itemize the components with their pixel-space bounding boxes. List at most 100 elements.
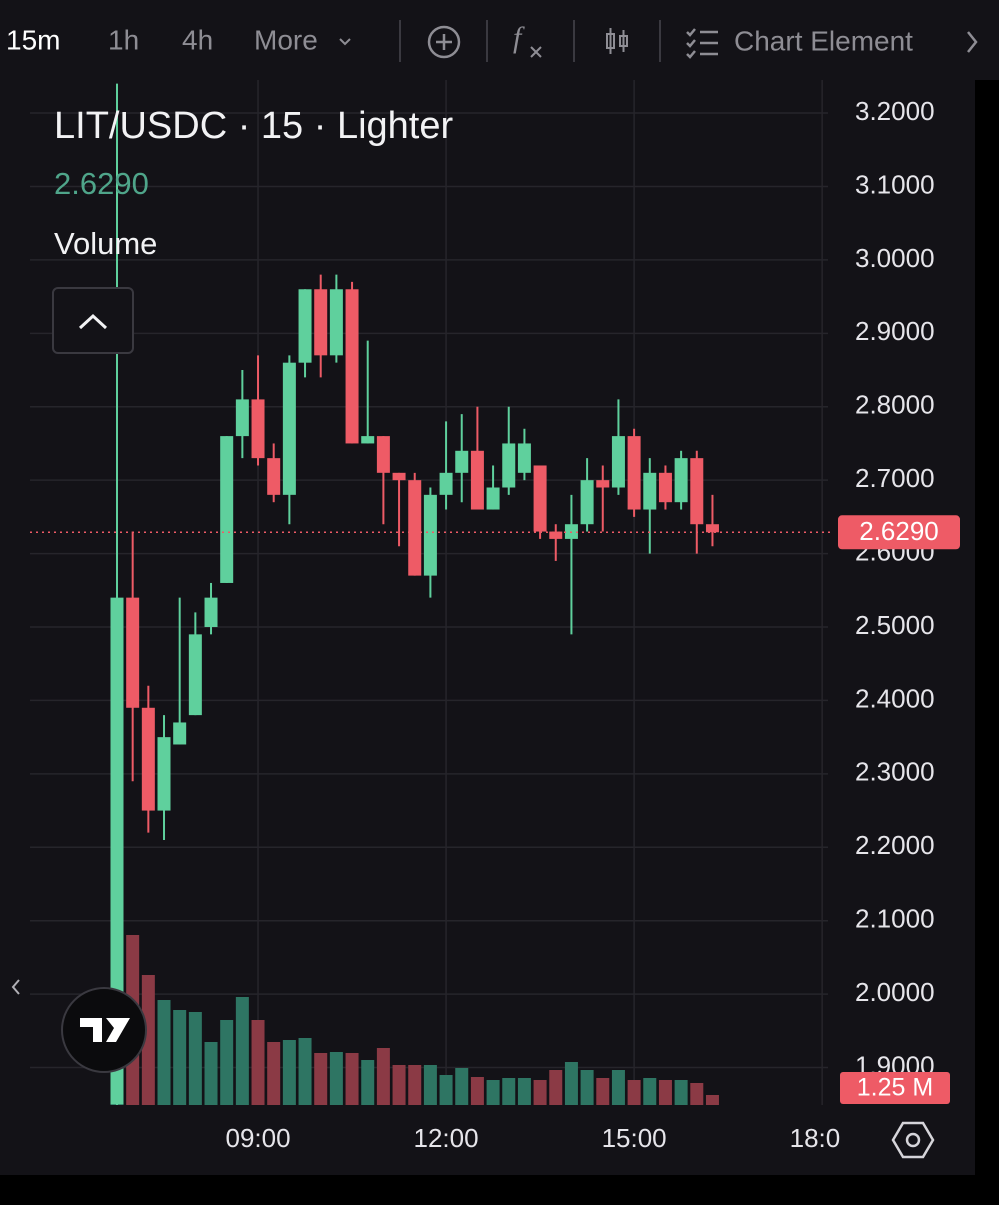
candle-body xyxy=(596,480,610,488)
y-tick-label: 2.0000 xyxy=(855,977,935,1007)
y-tick-label: 3.0000 xyxy=(855,243,935,273)
volume-bar xyxy=(361,1060,375,1105)
volume-bar xyxy=(392,1065,406,1105)
candle-body xyxy=(486,487,500,510)
chevron xyxy=(339,38,351,46)
candle-body xyxy=(220,436,234,583)
settings-icon[interactable] xyxy=(891,1121,935,1159)
collapse-button[interactable] xyxy=(52,287,134,354)
volume-bar xyxy=(188,1012,202,1105)
scroll-left[interactable] xyxy=(11,979,20,995)
y-tick-label: 2.4000 xyxy=(855,683,935,713)
volume-bar xyxy=(251,1020,265,1105)
interval[interactable]: 15m xyxy=(6,24,60,55)
x-tick-label: 15:00 xyxy=(602,1123,667,1153)
plus xyxy=(436,34,452,50)
volume-bar xyxy=(345,1053,359,1105)
x xyxy=(530,46,542,58)
volume-bar xyxy=(141,975,155,1105)
volume-bar xyxy=(643,1078,657,1105)
candle-body xyxy=(251,399,265,459)
last-price: 2.6290 xyxy=(54,166,149,201)
add-icon[interactable] xyxy=(427,25,461,59)
price-tag-label: 2.6290 xyxy=(859,516,939,546)
candle-body xyxy=(674,458,688,503)
volume-bar xyxy=(329,1052,343,1105)
volume-bar xyxy=(705,1095,719,1105)
candle-body xyxy=(329,289,343,356)
volume-bar xyxy=(517,1078,531,1105)
candle-body xyxy=(627,436,641,510)
candle-body xyxy=(282,362,296,495)
axes: 1.90002.00002.10002.20002.30002.40002.50… xyxy=(225,96,960,1153)
volume-bar xyxy=(204,1042,218,1105)
volume-bar xyxy=(455,1068,469,1105)
candle-body xyxy=(110,597,124,1105)
y-tick-label: 2.1000 xyxy=(855,904,935,934)
candle-body xyxy=(658,472,672,503)
logo-mark xyxy=(80,1018,130,1042)
volume-bar xyxy=(549,1070,563,1105)
candle-body xyxy=(188,634,202,716)
candle-body xyxy=(361,436,375,444)
volume-bar xyxy=(580,1070,594,1105)
volume-bar xyxy=(486,1080,500,1105)
y-tick-label: 3.2000 xyxy=(855,96,935,126)
candle-body xyxy=(643,472,657,510)
volume-bar xyxy=(376,1048,390,1105)
volume-bar xyxy=(423,1065,437,1105)
elements-icon xyxy=(686,28,718,59)
y-tick-label: 2.5000 xyxy=(855,610,935,640)
candle-body xyxy=(408,480,422,576)
y-tick-label: 2.8000 xyxy=(855,390,935,420)
y-tick-label: 2.3000 xyxy=(855,757,935,787)
price-tag xyxy=(838,515,960,550)
y-tick-label: 2.7000 xyxy=(855,463,935,493)
interval[interactable]: 4h xyxy=(182,24,213,55)
scroll-right[interactable] xyxy=(967,31,978,53)
volume-bar xyxy=(220,1020,234,1105)
volume-bar xyxy=(267,1042,281,1105)
volume-bar xyxy=(439,1075,453,1105)
fade xyxy=(945,0,999,80)
logo[interactable] xyxy=(61,987,147,1073)
candle-body xyxy=(705,524,719,533)
volume-bar xyxy=(690,1083,704,1105)
candle-body xyxy=(517,443,531,473)
candles-icon[interactable] xyxy=(606,28,628,54)
more-button[interactable]: More xyxy=(254,24,318,55)
chart-elements-button[interactable]: Chart Element xyxy=(734,25,913,56)
candle-body xyxy=(314,289,328,356)
candle-body xyxy=(235,399,249,437)
volume-bar xyxy=(298,1038,312,1105)
volume-tag-label: 1.25 M xyxy=(857,1074,933,1102)
candle-body xyxy=(549,531,563,539)
interval[interactable]: 1h xyxy=(108,24,139,55)
volume-bar xyxy=(564,1062,578,1105)
background xyxy=(0,0,975,1175)
volume-bar xyxy=(157,1000,171,1105)
volume-bar xyxy=(658,1080,672,1105)
volume-bar xyxy=(533,1080,547,1105)
candle-body xyxy=(439,472,453,495)
candle-body xyxy=(267,458,281,495)
volume-bar xyxy=(235,997,249,1105)
volume-bar xyxy=(611,1070,625,1105)
volume-bar xyxy=(408,1065,422,1105)
candle-body xyxy=(141,707,155,811)
volume-bar xyxy=(470,1077,484,1105)
volume-title: Volume xyxy=(54,226,157,261)
volume-tag xyxy=(840,1072,950,1104)
candle-body xyxy=(423,494,437,576)
candle-body xyxy=(470,450,484,510)
volume-bar xyxy=(502,1078,516,1105)
y-tick-label: 2.2000 xyxy=(855,830,935,860)
candle-body xyxy=(345,289,359,444)
candle-body xyxy=(690,458,704,525)
y-tick-label: 2.9000 xyxy=(855,316,935,346)
x-tick-label: 18:00 xyxy=(790,1123,855,1153)
x-axis: 09:00 12:00 15:00 18:00 xyxy=(225,1123,855,1153)
plot xyxy=(30,83,830,1105)
